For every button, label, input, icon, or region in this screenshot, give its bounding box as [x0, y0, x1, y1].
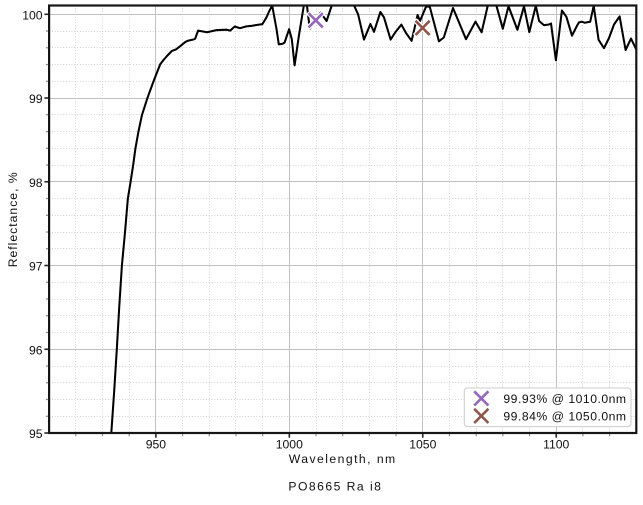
svg-text:99.93% @ 1010.0nm: 99.93% @ 1010.0nm: [503, 392, 626, 406]
svg-text:1050: 1050: [409, 437, 436, 451]
svg-text:96: 96: [29, 343, 43, 357]
svg-text:99.84% @ 1050.0nm: 99.84% @ 1050.0nm: [503, 409, 626, 423]
svg-text:Wavelength, nm: Wavelength, nm: [289, 452, 397, 466]
svg-text:Reflectance, %: Reflectance, %: [6, 171, 20, 267]
svg-text:1100: 1100: [543, 437, 569, 451]
svg-text:950: 950: [146, 437, 167, 451]
svg-text:99: 99: [29, 92, 43, 106]
svg-text:98: 98: [29, 176, 43, 190]
svg-text:1000: 1000: [276, 437, 303, 451]
svg-text:100: 100: [22, 8, 43, 22]
svg-text:95: 95: [29, 427, 43, 441]
svg-text:97: 97: [29, 260, 43, 274]
svg-text:PO8665 Ra i8: PO8665 Ra i8: [288, 480, 382, 494]
